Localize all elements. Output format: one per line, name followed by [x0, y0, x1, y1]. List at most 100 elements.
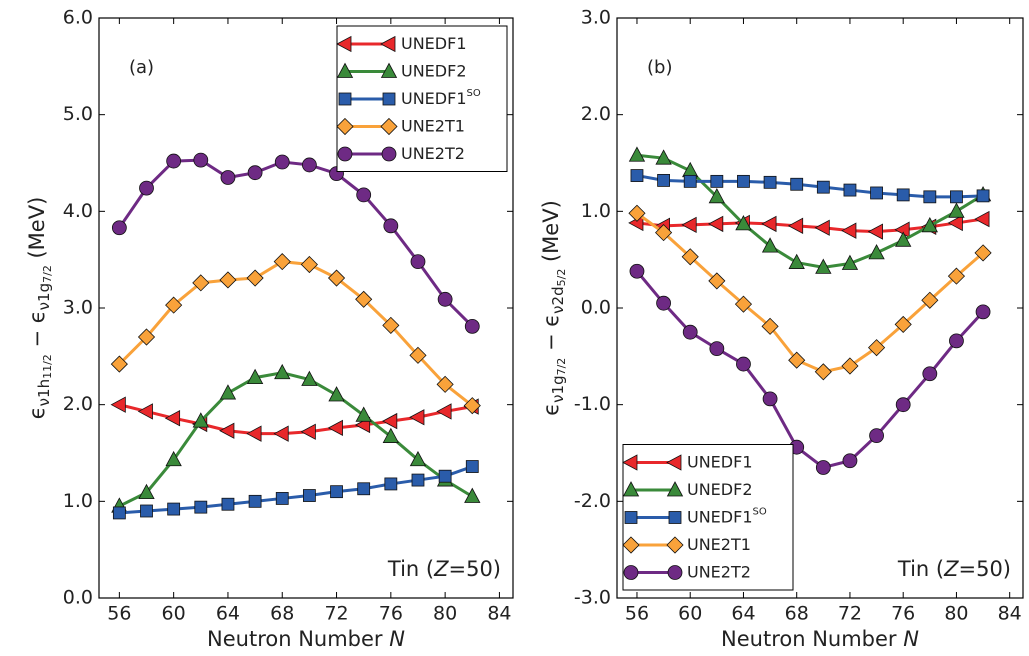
x-axis-label: Neutron Number N — [207, 627, 405, 651]
marker — [896, 188, 910, 202]
marker — [921, 216, 938, 233]
y-axis-label-part: 5/2 — [555, 269, 568, 287]
legend-marker — [380, 35, 396, 53]
marker — [655, 224, 673, 242]
legend-sup: SO — [753, 507, 767, 518]
legend-label: UNEDF2 — [687, 480, 753, 499]
marker — [708, 187, 726, 204]
x-tick-label: 76 — [891, 603, 915, 625]
marker — [895, 397, 911, 413]
annotation-part: Z — [943, 557, 959, 581]
legend-marker — [336, 35, 352, 53]
marker — [137, 328, 156, 346]
legend-name: UNEDF1 — [687, 507, 753, 526]
marker — [246, 368, 264, 385]
annotation-part: =50) — [958, 557, 1011, 581]
legend-marker — [667, 565, 683, 580]
marker — [275, 492, 289, 505]
marker — [327, 419, 343, 437]
marker — [167, 502, 181, 516]
legend-name: UNE2T2 — [401, 144, 465, 163]
y-axis-label-part: − ϵ — [25, 310, 49, 354]
marker — [737, 174, 750, 188]
marker — [735, 215, 752, 231]
marker — [112, 506, 126, 520]
marker — [788, 351, 806, 369]
marker — [629, 263, 645, 279]
marker — [708, 272, 726, 290]
marker — [164, 410, 181, 427]
x-tick-label: 80 — [433, 603, 457, 625]
marker — [709, 341, 725, 357]
plot-frame — [98, 17, 514, 599]
marker — [465, 460, 479, 473]
y-axis-label-part: ν1g — [549, 375, 567, 402]
plot-frame — [616, 17, 1024, 599]
marker — [192, 412, 209, 428]
x-tick-label: 56 — [107, 603, 131, 625]
legend-name: UNE2T1 — [401, 116, 465, 135]
legend-name: UNE2T2 — [687, 562, 751, 581]
legend-marker — [336, 62, 354, 78]
marker — [464, 487, 481, 503]
marker — [410, 254, 426, 270]
marker — [868, 244, 885, 260]
marker — [273, 253, 291, 271]
marker — [383, 218, 399, 234]
marker — [111, 220, 127, 236]
marker — [409, 450, 427, 467]
legend-marker — [624, 511, 638, 524]
marker — [947, 214, 963, 232]
annotation-part: Tin ( — [387, 557, 434, 581]
annotation-part: Z — [433, 557, 449, 581]
marker — [192, 274, 210, 292]
x-tick-label: 64 — [731, 603, 755, 625]
y-axis-label-part: ν2d — [549, 286, 567, 313]
annotation-part: Tin ( — [897, 557, 944, 581]
marker — [357, 482, 371, 496]
marker — [165, 296, 183, 314]
marker — [681, 248, 699, 266]
marker — [411, 473, 425, 487]
marker — [301, 157, 317, 173]
marker — [814, 363, 832, 381]
marker — [867, 223, 883, 240]
marker — [841, 222, 857, 239]
marker — [328, 386, 345, 402]
marker — [436, 403, 452, 420]
y-tick-label: 4.0 — [63, 200, 93, 222]
y-axis-label-part: (MeV) — [539, 200, 563, 268]
marker — [761, 237, 779, 253]
legend-marker — [622, 454, 638, 471]
marker — [219, 422, 235, 439]
legend-label: UNE2T1 — [401, 116, 465, 135]
marker — [814, 219, 830, 236]
marker — [382, 427, 400, 443]
marker — [246, 425, 262, 442]
marker — [248, 494, 262, 508]
marker — [301, 370, 318, 386]
marker — [815, 460, 831, 475]
marker — [219, 271, 237, 289]
marker — [734, 295, 753, 313]
legend-label: UNEDF1SO — [401, 88, 481, 108]
marker — [656, 295, 671, 311]
marker — [974, 244, 992, 262]
y-axis-label: ϵν1g7/2 − ϵν2d5/2 (MeV) — [539, 200, 568, 416]
x-tick-label: 60 — [162, 603, 186, 625]
marker — [974, 210, 990, 228]
marker — [110, 396, 126, 413]
legend-name: UNEDF1 — [687, 452, 753, 471]
x-axis-label: Neutron Number N — [721, 627, 919, 651]
series-line — [118, 260, 474, 407]
legend-label: UNEDF1 — [687, 452, 753, 471]
marker — [787, 217, 804, 235]
y-tick-label: -1.0 — [574, 393, 611, 415]
y-axis-label-part: (MeV) — [25, 197, 49, 265]
marker — [628, 204, 646, 222]
marker — [381, 412, 398, 430]
panel-label: (b) — [647, 57, 672, 78]
y-tick-label: 1.0 — [63, 490, 93, 512]
x-tick-label: 84 — [487, 603, 511, 625]
